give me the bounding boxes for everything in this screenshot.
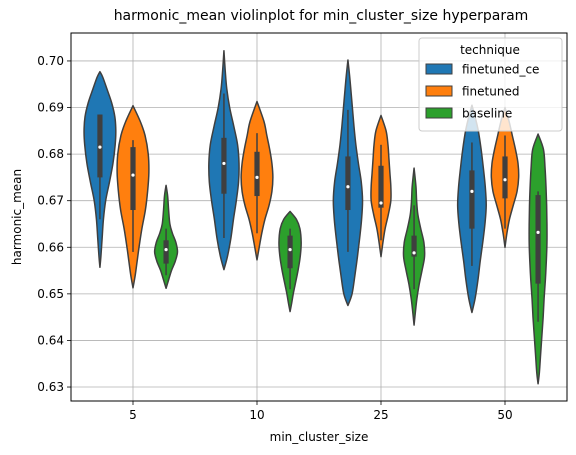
violin-iqr-box — [411, 235, 417, 257]
x-axis-ticks: 5 10 25 50 — [129, 401, 513, 422]
violin-iqr-box — [221, 137, 227, 194]
legend-swatch-baseline — [425, 107, 453, 119]
violin-iqr-box — [287, 235, 293, 269]
legend: technique finetuned_ce finetuned baseline — [418, 37, 563, 132]
x-tick-label: 10 — [249, 408, 264, 422]
violin-iqr-box — [469, 170, 475, 229]
violin-median-dot — [98, 145, 102, 149]
violin-median-dot — [503, 178, 507, 182]
violin-median-dot — [131, 173, 135, 177]
violin-median-dot — [536, 230, 540, 234]
violin-iqr-box — [502, 156, 508, 199]
violin-iqr-box — [345, 156, 351, 211]
x-tick-label: 5 — [129, 408, 137, 422]
y-tick-label: 0.70 — [37, 54, 64, 68]
legend-box — [418, 37, 563, 132]
violin-median-dot — [379, 201, 383, 205]
violin-iqr-box — [378, 165, 384, 208]
legend-label-finetuned: finetuned — [462, 85, 519, 99]
x-tick-label: 50 — [497, 408, 512, 422]
violin-iqr-box — [254, 151, 260, 197]
violin-median-dot — [255, 175, 259, 180]
legend-label-baseline: baseline — [462, 107, 512, 121]
x-axis-label: min_cluster_size — [270, 430, 369, 444]
violin-median-dot — [470, 189, 474, 193]
legend-swatch-finetuned — [425, 85, 453, 97]
violin-median-dot — [346, 185, 350, 189]
y-axis-label: harmonic_mean — [10, 169, 24, 265]
violin-iqr-box — [535, 195, 541, 284]
y-tick-label: 0.67 — [37, 194, 64, 208]
violin-iqr-box — [130, 147, 136, 211]
y-tick-label: 0.68 — [37, 147, 64, 161]
y-tick-label: 0.65 — [37, 287, 64, 301]
y-tick-label: 0.69 — [37, 101, 64, 115]
x-tick-label: 25 — [373, 408, 388, 422]
y-axis-ticks: 0.63 0.64 0.65 0.66 0.67 0.68 0.69 0.70 — [37, 54, 71, 394]
violin-median-dot — [222, 161, 226, 166]
y-tick-label: 0.63 — [37, 380, 64, 394]
violin-median-dot — [164, 248, 168, 252]
legend-label-finetuned_ce: finetuned_ce — [462, 63, 539, 77]
boxes — [97, 93, 541, 322]
y-tick-label: 0.64 — [37, 333, 64, 347]
violin-median-dot — [288, 248, 292, 252]
legend-swatch-finetuned_ce — [425, 63, 453, 75]
plot-frame — [70, 32, 568, 402]
legend-title: technique — [460, 43, 520, 57]
violin-median-dot — [412, 251, 416, 255]
chart-title: harmonic_mean violinplot for min_cluster… — [114, 8, 529, 24]
violin-iqr-box — [163, 240, 169, 264]
y-tick-label: 0.66 — [37, 240, 64, 254]
